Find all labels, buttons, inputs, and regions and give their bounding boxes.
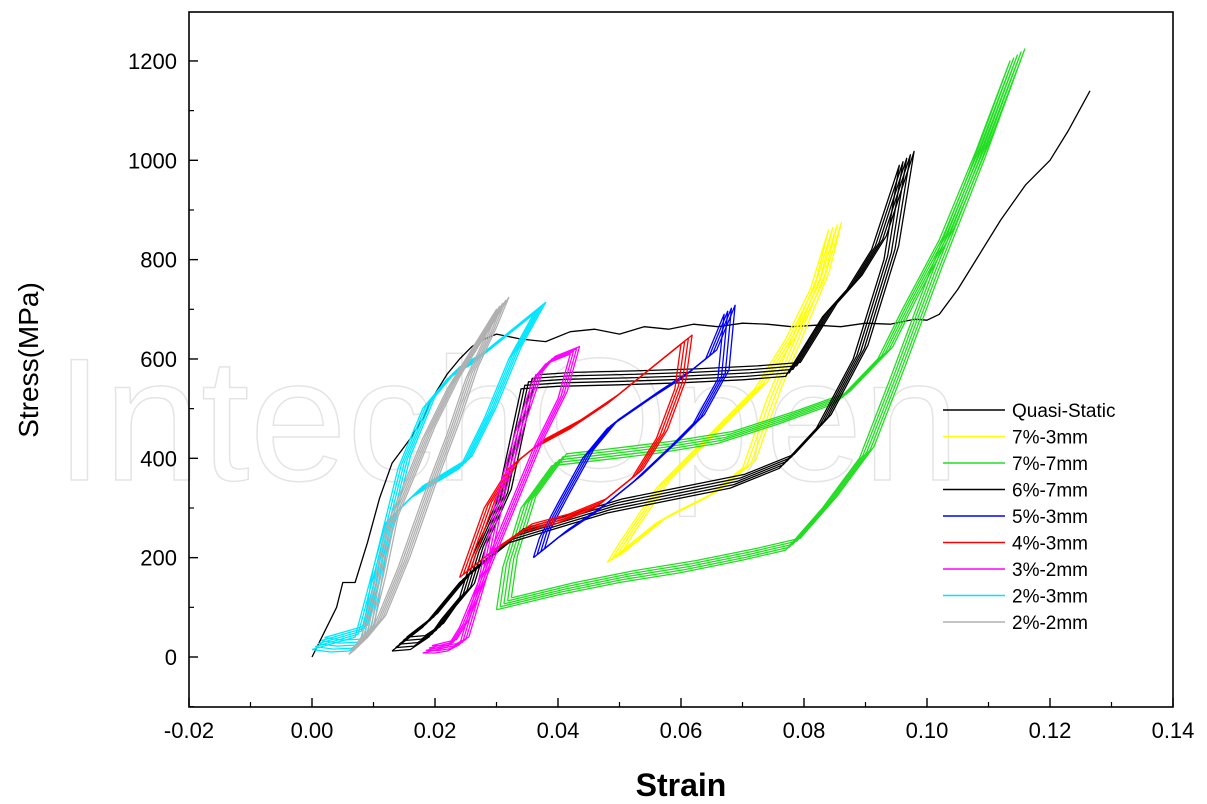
series-loop-7-7mm — [503, 54, 1019, 605]
legend-label: 4%-3mm — [1012, 534, 1088, 555]
legend-label: 6%-7mm — [1012, 481, 1088, 502]
series-loop-2-2mm — [360, 296, 510, 644]
series-loop-3-2mm — [428, 348, 578, 649]
x-tick-label: 0.08 — [783, 718, 826, 743]
series-loop-7-7mm — [510, 48, 1026, 599]
series-loop-5-3mm — [543, 304, 736, 550]
legend-label: 2%-3mm — [1012, 587, 1088, 608]
series-loop-3-2mm — [425, 350, 575, 652]
x-axis-ticks: -0.02 0.00 0.02 0.04 0.06 0.08 0.10 0.12 0.14 — [164, 698, 1194, 743]
legend-label: 5%-3mm — [1012, 507, 1088, 528]
y-tick-label: 0 — [165, 645, 177, 670]
series-loop-3-2mm — [422, 353, 571, 654]
series-loop-2-2mm — [351, 305, 501, 653]
series-loop-2-2mm — [348, 308, 498, 656]
series-loop-2-2mm — [354, 302, 504, 650]
x-tick-label: 0.02 — [414, 718, 457, 743]
x-tick-label: 0.10 — [906, 718, 949, 743]
y-tick-label: 400 — [140, 446, 177, 471]
series-loop-7-3mm — [610, 226, 834, 561]
legend-label: 2%-2mm — [1012, 613, 1088, 634]
series-line-quasi-static — [311, 90, 1091, 658]
x-axis-title: Strain — [636, 767, 727, 803]
x-tick-label: 0.06 — [660, 718, 703, 743]
x-tick-label: 0.14 — [1152, 718, 1195, 743]
x-tick-label: 0.12 — [1029, 718, 1072, 743]
y-tick-label: 600 — [140, 347, 177, 372]
x-tick-label: 0.04 — [537, 718, 580, 743]
legend-label: 7%-7mm — [1012, 454, 1088, 475]
series-loop-2-3mm — [321, 304, 544, 644]
series-loop-7-3mm — [619, 221, 843, 556]
series-loop-7-7mm — [506, 51, 1022, 602]
y-axis-title: Stress(MPa) — [13, 282, 44, 438]
series-loop-2-3mm — [324, 301, 547, 641]
series-loop-7-7mm — [499, 57, 1015, 608]
y-axis-ticks: 0 200 400 600 800 1000 1200 — [128, 49, 198, 708]
y-tick-label: 800 — [140, 248, 177, 273]
y-tick-label: 1000 — [128, 148, 177, 173]
x-tick-label: -0.02 — [164, 718, 214, 743]
plot-series-group — [311, 48, 1091, 658]
legend-label: Quasi-Static — [1012, 401, 1115, 422]
series-loop-2-2mm — [357, 299, 507, 647]
series-loop-7-7mm — [495, 60, 1011, 611]
y-tick-label: 200 — [140, 546, 177, 571]
legend-label: 3%-2mm — [1012, 560, 1088, 581]
series-loop-3-2mm — [431, 345, 581, 647]
legend: Quasi-Static 7%-3mm 7%-7mm 6%-7mm 5%-3mm 4%-3… — [943, 401, 1115, 634]
y-tick-label: 1200 — [128, 49, 177, 74]
legend-label: 7%-3mm — [1012, 428, 1088, 449]
x-tick-label: 0.00 — [291, 718, 334, 743]
